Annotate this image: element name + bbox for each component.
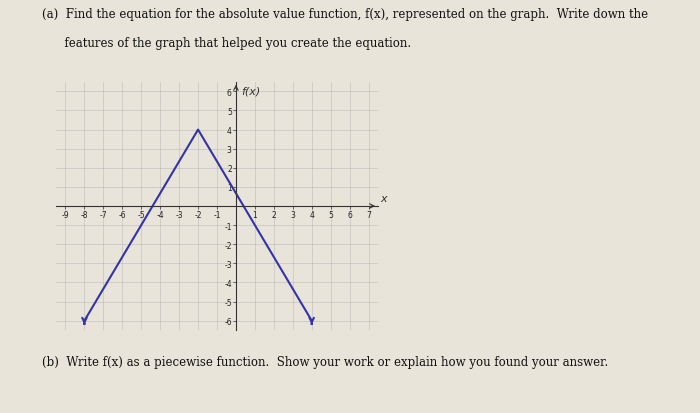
Text: (b)  Write f(x) as a piecewise function.  Show your work or explain how you foun: (b) Write f(x) as a piecewise function. … (42, 355, 608, 368)
Text: features of the graph that helped you create the equation.: features of the graph that helped you cr… (42, 37, 411, 50)
Text: f(x): f(x) (241, 86, 261, 96)
Text: x: x (380, 194, 386, 204)
Text: (a)  Find the equation for the absolute value function, f(x), represented on the: (a) Find the equation for the absolute v… (42, 8, 648, 21)
